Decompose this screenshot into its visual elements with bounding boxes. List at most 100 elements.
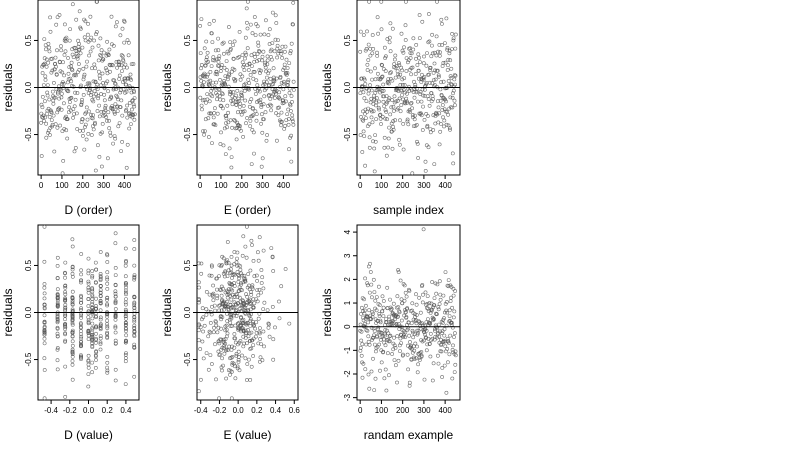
data-point: [113, 330, 118, 335]
y-axis-label: residuals: [320, 63, 334, 111]
data-point: [388, 49, 393, 54]
data-point: [93, 340, 98, 345]
data-point: [128, 122, 133, 127]
data-point: [450, 305, 455, 310]
data-point: [73, 72, 77, 77]
data-point: [371, 109, 376, 114]
data-point: [361, 33, 366, 37]
data-point: [42, 332, 47, 337]
data-point: [436, 74, 441, 79]
data-point: [228, 118, 233, 123]
data-point: [63, 317, 67, 322]
data-point: [402, 76, 407, 81]
data-point: [86, 268, 91, 273]
data-point: [94, 349, 99, 354]
data-point: [228, 47, 233, 51]
data-point: [372, 66, 377, 71]
x-tick-label: -0.2: [213, 406, 227, 415]
data-point: [224, 68, 229, 72]
data-point: [243, 335, 248, 340]
data-point: [230, 125, 235, 130]
data-point: [214, 323, 219, 328]
data-point: [415, 328, 420, 333]
data-point: [132, 374, 137, 379]
data-point: [250, 286, 255, 291]
data-point: [79, 306, 84, 311]
data-point: [228, 287, 233, 292]
data-point: [244, 255, 249, 260]
data-point: [86, 315, 91, 320]
data-point: [265, 54, 270, 59]
data-point: [429, 43, 434, 48]
data-point: [407, 288, 412, 293]
data-point: [407, 88, 412, 93]
data-point: [114, 60, 119, 64]
data-point: [266, 33, 271, 37]
data-point: [96, 58, 101, 63]
data-point: [97, 114, 102, 119]
data-point: [280, 44, 285, 49]
data-point: [113, 311, 118, 316]
data-point: [400, 48, 405, 53]
data-point: [426, 40, 431, 45]
data-point: [244, 121, 248, 126]
data-point: [412, 355, 416, 360]
data-point: [207, 111, 212, 116]
data-point: [49, 118, 54, 123]
data-point: [196, 338, 201, 343]
data-point: [261, 49, 266, 54]
data-point: [98, 298, 103, 303]
data-point: [411, 47, 416, 52]
data-point: [269, 57, 274, 62]
data-point: [94, 336, 98, 341]
data-point: [366, 106, 371, 111]
x-tick-label: 200: [76, 181, 90, 190]
data-point: [445, 63, 450, 68]
data-point: [444, 99, 448, 104]
scatter-points: [196, 224, 292, 401]
data-point: [244, 322, 249, 327]
data-point: [388, 297, 392, 302]
data-point: [230, 283, 235, 287]
data-point: [124, 302, 128, 307]
data-point: [241, 134, 246, 139]
data-point: [41, 83, 46, 88]
data-point: [70, 362, 75, 367]
data-point: [124, 288, 128, 293]
data-point: [428, 130, 433, 135]
data-point: [428, 68, 433, 73]
data-point: [407, 333, 412, 338]
data-point: [371, 356, 375, 361]
data-point: [431, 97, 435, 102]
data-point: [282, 49, 287, 54]
x-tick-label: 0.0: [83, 406, 95, 415]
data-point: [132, 303, 137, 308]
data-point: [443, 344, 448, 349]
data-point: [222, 126, 227, 131]
data-point: [70, 312, 75, 317]
data-point: [236, 279, 241, 284]
scatter-points: [42, 224, 137, 401]
data-point: [420, 128, 425, 132]
data-point: [208, 320, 213, 325]
data-point: [202, 323, 207, 328]
data-point: [92, 94, 96, 99]
data-point: [218, 103, 223, 108]
data-point: [230, 324, 235, 328]
data-point: [287, 147, 291, 152]
data-point: [67, 105, 72, 110]
data-point: [259, 102, 264, 107]
data-point: [247, 62, 252, 67]
data-point: [90, 305, 95, 310]
data-point: [132, 104, 137, 109]
data-point: [132, 332, 137, 337]
data-point: [377, 342, 382, 347]
data-point: [386, 373, 391, 378]
data-point: [91, 127, 96, 132]
data-point: [124, 89, 129, 94]
y-tick-label: 0: [343, 324, 352, 329]
data-point: [88, 14, 93, 19]
data-point: [379, 122, 383, 126]
data-point: [382, 135, 387, 140]
data-point: [230, 275, 234, 280]
